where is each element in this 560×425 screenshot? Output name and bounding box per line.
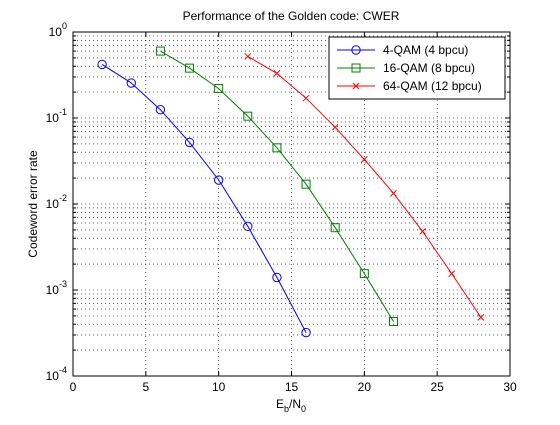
y-tick-label-exp: -3: [59, 279, 67, 289]
y-axis-label: Codeword error rate: [26, 150, 40, 258]
y-tick-label-base: 10: [46, 197, 60, 211]
y-tick-label-exp: -4: [59, 365, 67, 375]
data-point-x: [273, 70, 281, 77]
data-point-x: [360, 156, 368, 163]
series-line: [101, 63, 307, 333]
data-point-square: [155, 46, 165, 56]
legend-swatch-marker: [351, 45, 361, 55]
x-axis-label-main: E: [276, 397, 284, 411]
data-point-square: [272, 143, 282, 153]
data-point-circle: [243, 221, 253, 232]
x-axis-label: Eb/N0: [276, 397, 306, 414]
data-point-circle: [155, 104, 166, 115]
legend-label: 64-QAM (12 bpcu): [383, 79, 482, 93]
legend-swatch-marker: [352, 82, 360, 90]
y-tick-label-exp: -2: [59, 193, 67, 203]
data-point-circle: [184, 137, 195, 148]
y-tick-label-exp: -1: [59, 107, 67, 117]
series-line: [160, 50, 394, 322]
x-tick-label: 5: [142, 380, 149, 394]
data-point-x: [331, 123, 339, 131]
series-1: [97, 59, 311, 338]
x-axis-label-sub1: b: [284, 404, 289, 414]
legend-label: 4-QAM (4 bpcu): [383, 43, 468, 57]
data-point-square: [359, 269, 369, 279]
y-tick-label-base: 10: [46, 369, 60, 383]
x-tick-label: 10: [212, 380, 226, 394]
data-point-x: [390, 189, 397, 197]
x-tick-label: 0: [70, 380, 77, 394]
x-tick-label: 20: [358, 380, 372, 394]
y-tick-label-base: 10: [49, 25, 63, 39]
y-tick-label-base: 10: [46, 283, 60, 297]
x-tick-label: 25: [430, 380, 444, 394]
y-tick-label: 10-2: [46, 193, 67, 211]
legend-label: 16-QAM (8 bpcu): [383, 61, 475, 75]
data-point-circle: [213, 175, 224, 185]
legend-entry: 64-QAM (12 bpcu): [337, 79, 482, 93]
y-tick-label: 10-4: [46, 365, 67, 383]
legend-entry: 4-QAM (4 bpcu): [337, 43, 468, 57]
x-axis-label-sub2: 0: [301, 404, 306, 414]
legend: 4-QAM (4 bpcu) 16-QAM (8 bpcu) 64-QAM (12 …: [328, 36, 506, 100]
series-2: [155, 46, 398, 327]
y-tick-label: 10-1: [46, 107, 67, 125]
data-point-x: [302, 94, 310, 102]
data-point-circle: [272, 272, 282, 283]
data-point-square: [301, 179, 311, 189]
data-point-circle: [126, 78, 136, 88]
data-point-square: [388, 317, 398, 327]
data-point-square: [243, 111, 253, 121]
data-point-square: [185, 63, 195, 73]
legend-entry: 16-QAM (8 bpcu): [337, 61, 475, 75]
chart-title: Performance of the Golden code: CWER: [183, 9, 400, 23]
series-3: [244, 53, 485, 321]
x-axis-label-sep: /N: [289, 397, 301, 411]
series-layer: [97, 46, 485, 338]
y-tick-label-base: 10: [46, 111, 60, 125]
data-point-x: [448, 270, 456, 277]
data-point-circle: [301, 327, 311, 338]
x-tick-label: 15: [285, 380, 299, 394]
data-point-square: [214, 84, 224, 94]
legend-swatch-marker: [351, 63, 361, 73]
data-point-x: [244, 53, 252, 60]
data-point-x: [477, 314, 485, 321]
y-tick-label-exp: 0: [62, 21, 67, 31]
data-point-x: [419, 228, 426, 235]
y-tick-label: 10-3: [46, 279, 67, 297]
x-tick-label: 30: [503, 380, 517, 394]
y-tick-label: 100: [49, 21, 67, 39]
data-point-square: [330, 223, 340, 233]
data-point-circle: [97, 59, 107, 70]
